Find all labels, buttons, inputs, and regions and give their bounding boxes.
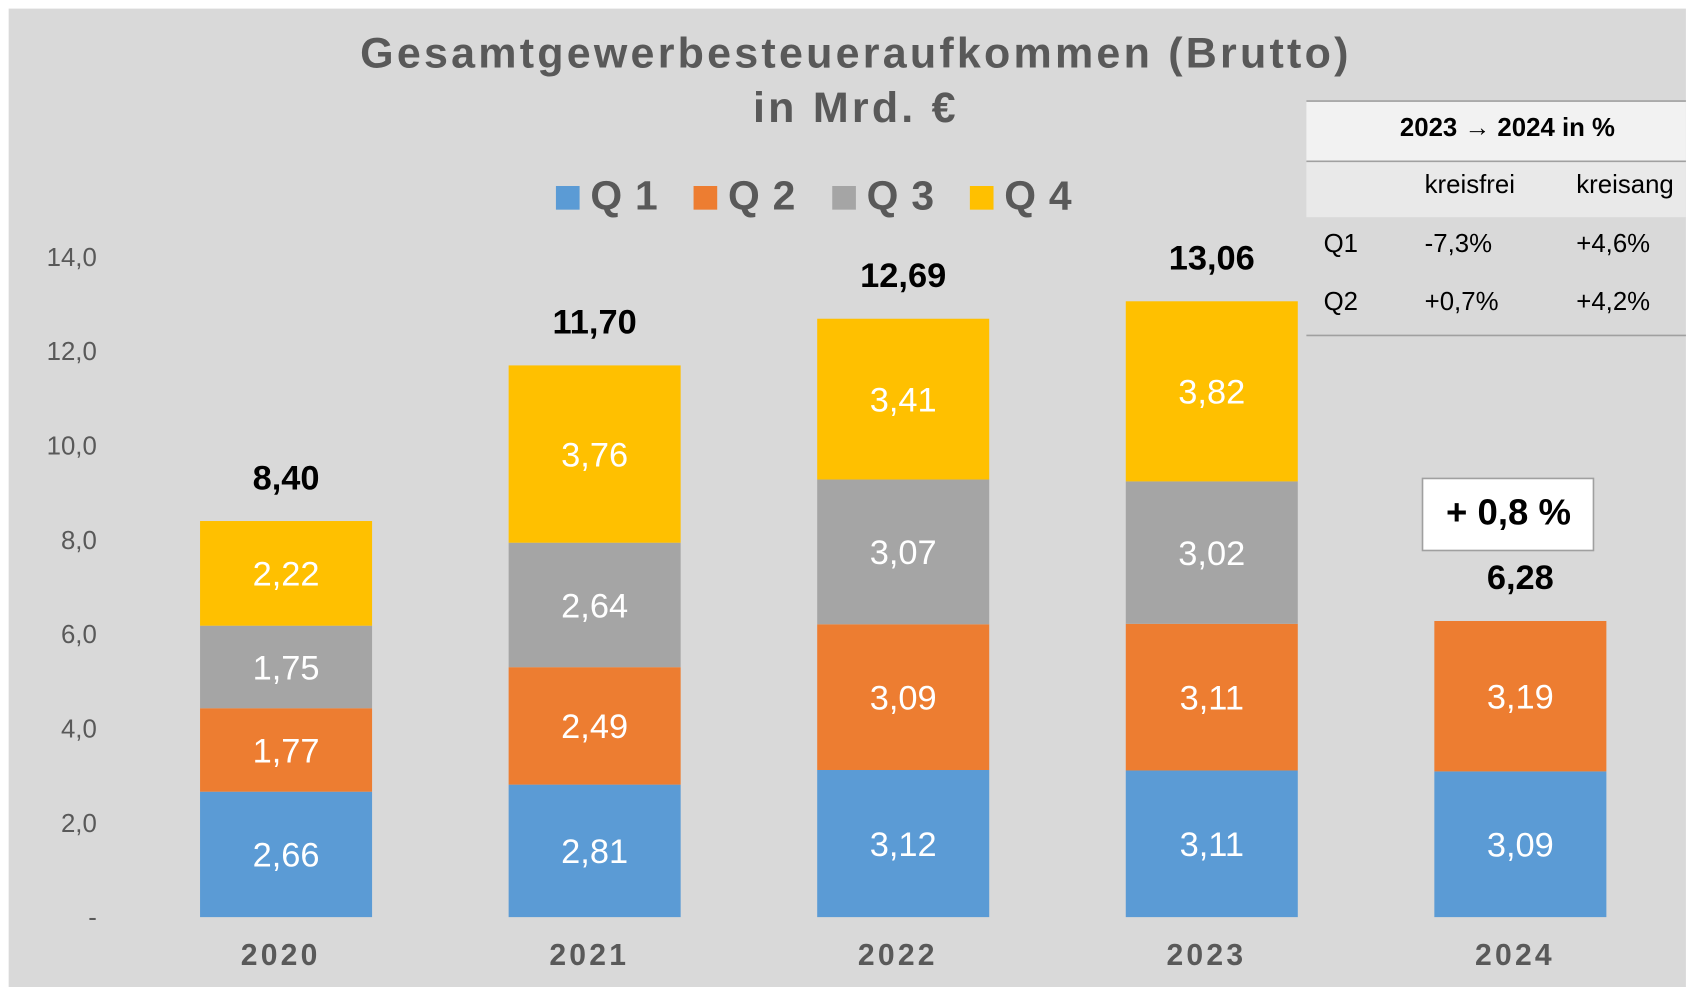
bar-segment <box>1434 620 1607 772</box>
y-tick-label: 6,0 <box>61 621 97 649</box>
bar-segment <box>200 625 373 709</box>
bar-segment <box>508 542 681 668</box>
data-label: 2,81 <box>561 833 628 871</box>
data-label: 3,11 <box>1180 679 1244 717</box>
table-header: kreisang <box>1576 171 1674 199</box>
data-label: 2,66 <box>253 837 320 875</box>
annotation-box <box>1421 477 1595 552</box>
legend-label: Q3 <box>867 173 947 219</box>
y-tick-label: 2,0 <box>61 810 97 838</box>
legend-label: Q1 <box>590 173 670 219</box>
bar-segment <box>817 624 990 770</box>
bar-segment <box>1434 771 1607 918</box>
data-label: 3,12 <box>870 826 937 864</box>
total-label: 8,40 <box>253 459 320 497</box>
bar-segment <box>200 521 373 626</box>
bar-segment <box>1125 481 1298 624</box>
total-label: 12,69 <box>860 257 946 295</box>
data-label: 2,22 <box>253 556 320 594</box>
table-cell: Q1 <box>1324 230 1358 258</box>
data-label: 3,07 <box>870 534 937 572</box>
bar-segment <box>200 708 373 792</box>
legend-swatch <box>969 186 994 210</box>
bar-segment <box>508 667 681 785</box>
total-label: 6,28 <box>1487 559 1554 597</box>
x-tick-label: 2023 <box>1166 939 1246 972</box>
table-cell: +0,7% <box>1425 288 1499 316</box>
bar-segment <box>508 365 681 543</box>
y-tick-label: 12,0 <box>47 338 97 366</box>
annotation: + 0,8 % <box>1446 492 1571 533</box>
data-label: 3,09 <box>1487 827 1554 865</box>
data-label: 3,11 <box>1180 826 1244 864</box>
table-cell: +4,6% <box>1576 230 1650 258</box>
data-label: 1,77 <box>253 732 320 770</box>
bar-segment <box>817 479 990 625</box>
table-title: 2023 → 2024 in % <box>1400 114 1615 142</box>
data-label: 3,41 <box>870 381 937 419</box>
bar-segment <box>1125 301 1298 482</box>
y-tick-label: 8,0 <box>61 527 97 555</box>
table-cell: -7,3% <box>1425 230 1492 258</box>
chart-title: Gesamtgewerbesteueraufkommen (Brutto) <box>360 29 1351 77</box>
y-tick-label: - <box>88 904 97 932</box>
x-tick-label: 2022 <box>858 939 938 972</box>
data-label: 3,76 <box>561 436 628 474</box>
bar-segment <box>817 318 990 480</box>
table-header-row <box>1306 161 1686 218</box>
legend-swatch <box>693 186 718 210</box>
data-label: 3,19 <box>1487 679 1554 717</box>
legend-label: Q2 <box>728 173 808 219</box>
x-tick-label: 2024 <box>1475 939 1555 972</box>
chart-subtitle: in Mrd. € <box>753 84 959 132</box>
data-label: 2,64 <box>561 587 628 625</box>
legend-swatch <box>832 186 856 210</box>
bar-segment <box>200 791 373 918</box>
data-label: 3,02 <box>1178 535 1245 573</box>
y-tick-label: 4,0 <box>61 715 97 743</box>
data-label: 2,49 <box>561 708 628 746</box>
data-label: 1,75 <box>253 649 320 687</box>
total-label: 13,06 <box>1169 240 1255 278</box>
legend-label: Q4 <box>1004 173 1084 219</box>
bar-segment <box>508 784 681 918</box>
data-label: 3,09 <box>870 679 937 717</box>
total-label: 11,70 <box>553 304 637 342</box>
x-tick-label: 2021 <box>549 939 629 972</box>
table-title-row <box>1306 101 1686 162</box>
bar-segment <box>1125 623 1298 771</box>
table-header: kreisfrei <box>1425 171 1515 199</box>
x-tick-label: 2020 <box>241 939 321 972</box>
y-tick-label: 10,0 <box>47 433 97 461</box>
bar-segment <box>817 769 990 918</box>
table-cell: Q2 <box>1324 288 1358 316</box>
table-cell: +4,2% <box>1576 288 1650 316</box>
bar-segment <box>1125 770 1298 918</box>
y-tick-label: 14,0 <box>47 244 97 272</box>
summary-table: 2023 → 2024 in % kreisfrei kreisang Q1 -… <box>1306 100 1686 337</box>
data-label: 3,82 <box>1178 374 1245 412</box>
legend-swatch <box>555 186 580 210</box>
